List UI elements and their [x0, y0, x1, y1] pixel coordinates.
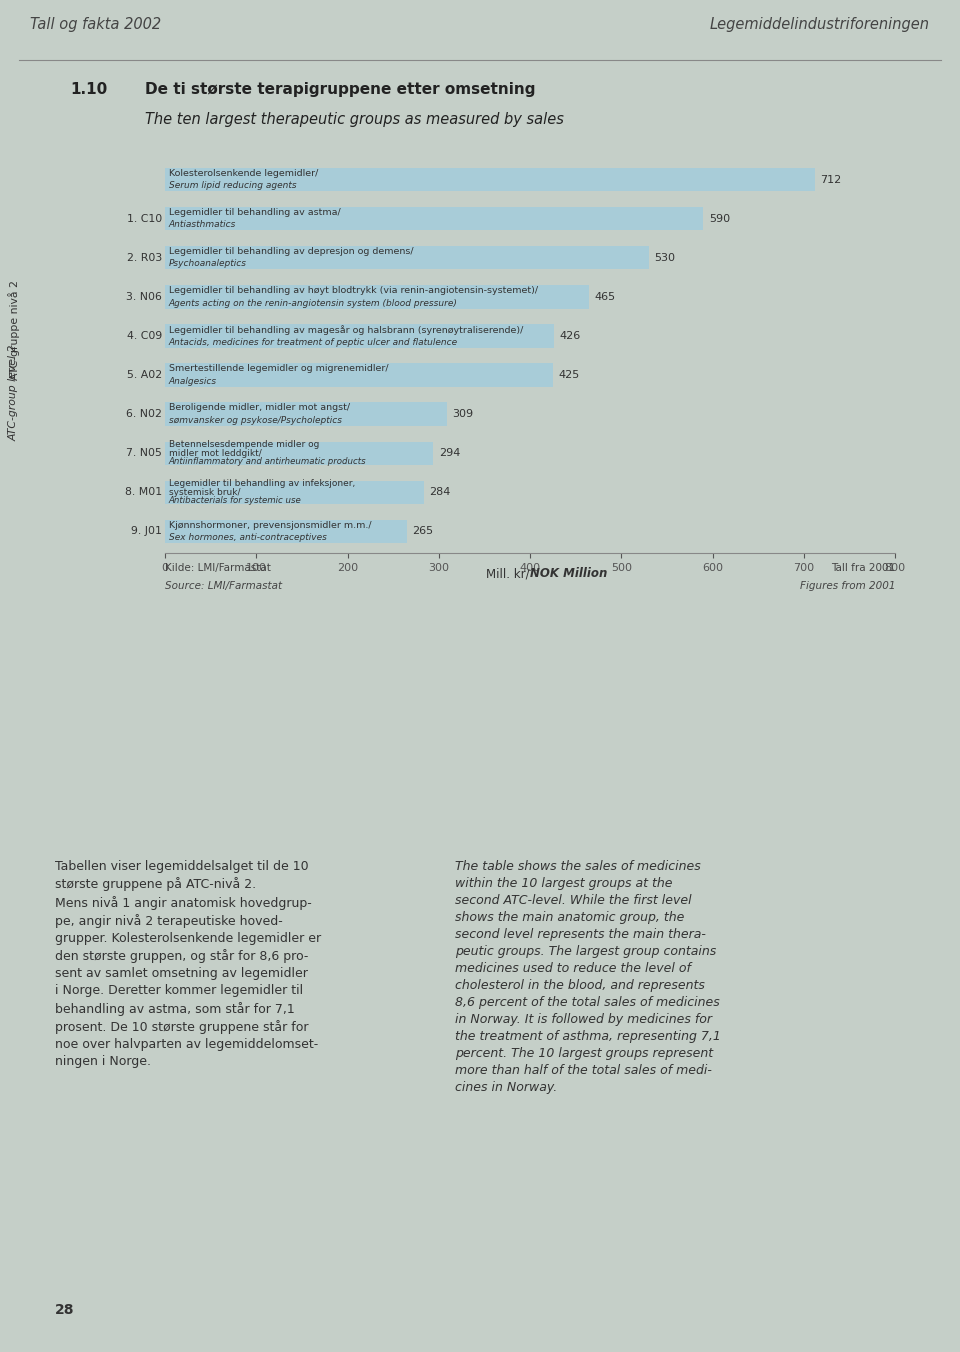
Text: Legemidler til behandling av infeksjoner,: Legemidler til behandling av infeksjoner…	[169, 479, 355, 488]
Text: Tabellen viser legemiddelsalget til de 10
største gruppene på ATC-nivå 2.
Mens n: Tabellen viser legemiddelsalget til de 1…	[55, 860, 322, 1068]
Text: 5. A02: 5. A02	[127, 370, 162, 380]
Text: 28: 28	[55, 1303, 75, 1317]
Text: Antacids, medicines for treatment of peptic ulcer and flatulence: Antacids, medicines for treatment of pep…	[169, 338, 458, 346]
Text: Serum lipid reducing agents: Serum lipid reducing agents	[169, 181, 297, 191]
Text: Kolesterolsenkende legemidler/: Kolesterolsenkende legemidler/	[169, 169, 318, 177]
Text: 465: 465	[595, 292, 616, 301]
Bar	[165, 519, 407, 544]
Text: Analgesics: Analgesics	[169, 377, 217, 385]
Text: Beroligende midler, midler mot angst/: Beroligende midler, midler mot angst/	[169, 403, 349, 412]
Text: 530: 530	[654, 253, 675, 262]
Text: 590: 590	[708, 214, 730, 223]
Text: Tall og fakta 2002: Tall og fakta 2002	[30, 16, 161, 31]
Text: 1. C10: 1. C10	[127, 214, 162, 223]
Text: Kilde: LMI/Farmastat: Kilde: LMI/Farmastat	[165, 562, 271, 573]
Text: systemisk bruk/: systemisk bruk/	[169, 488, 240, 498]
Text: 265: 265	[412, 526, 433, 537]
Text: 294: 294	[439, 449, 460, 458]
Bar	[165, 207, 704, 230]
Text: 6. N02: 6. N02	[126, 410, 162, 419]
Text: 4. C09: 4. C09	[127, 331, 162, 341]
Text: 309: 309	[452, 410, 473, 419]
Text: Kjønnshormoner, prevensjonsmidler m.m./: Kjønnshormoner, prevensjonsmidler m.m./	[169, 521, 372, 530]
Bar	[165, 481, 424, 504]
Text: Antiasthmatics: Antiasthmatics	[169, 220, 236, 230]
Text: Legemidler til behandling av depresjon og demens/: Legemidler til behandling av depresjon o…	[169, 247, 413, 256]
Text: 9. J01: 9. J01	[132, 526, 162, 537]
Text: Antiinflammatory and antirheumatic products: Antiinflammatory and antirheumatic produ…	[169, 457, 367, 466]
Text: Legemidler til behandling av høyt blodtrykk (via renin-angiotensin-systemet)/: Legemidler til behandling av høyt blodtr…	[169, 287, 538, 295]
Text: ATC-gruppe nivå 2: ATC-gruppe nivå 2	[8, 280, 20, 380]
Text: De ti største terapigruppene etter omsetning: De ti største terapigruppene etter omset…	[145, 82, 536, 97]
Text: midler mot leddgikt/: midler mot leddgikt/	[169, 449, 261, 458]
Text: Legemidler til behandling av magesår og halsbrann (syrenøytraliserende)/: Legemidler til behandling av magesår og …	[169, 324, 523, 335]
Text: 1.10: 1.10	[70, 82, 108, 97]
Text: Psychoanaleptics: Psychoanaleptics	[169, 260, 247, 269]
Bar	[165, 403, 447, 426]
Bar	[165, 168, 815, 191]
Text: Agents acting on the renin-angiotensin system (blood pressure): Agents acting on the renin-angiotensin s…	[169, 299, 458, 308]
Text: 8. M01: 8. M01	[125, 487, 162, 498]
Text: Legemiddelindustriforeningen: Legemiddelindustriforeningen	[710, 16, 930, 31]
Bar	[165, 324, 554, 347]
Text: sømvansker og psykose/Psycholeptics: sømvansker og psykose/Psycholeptics	[169, 416, 342, 425]
Text: Betennelsesdempende midler og: Betennelsesdempende midler og	[169, 441, 319, 449]
Text: The ten largest therapeutic groups as measured by sales: The ten largest therapeutic groups as me…	[145, 112, 564, 127]
Bar	[165, 246, 649, 269]
Text: 426: 426	[559, 331, 581, 341]
Text: Smertestillende legemidler og migrenemidler/: Smertestillende legemidler og migrenemid…	[169, 364, 388, 373]
Text: ATC-group level 2: ATC-group level 2	[9, 345, 19, 442]
Text: 2. R03: 2. R03	[127, 253, 162, 262]
Bar	[165, 364, 553, 387]
Bar	[165, 285, 589, 308]
Text: The table shows the sales of medicines
within the 10 largest groups at the
secon: The table shows the sales of medicines w…	[455, 860, 721, 1094]
Text: Mill. kr/: Mill. kr/	[487, 568, 530, 580]
Text: Tall fra 2001: Tall fra 2001	[830, 562, 895, 573]
Text: 3. N06: 3. N06	[126, 292, 162, 301]
Text: Figures from 2001: Figures from 2001	[800, 581, 895, 591]
Text: 7. N05: 7. N05	[126, 449, 162, 458]
Text: NOK Million: NOK Million	[530, 568, 608, 580]
Text: 425: 425	[559, 370, 580, 380]
Text: Antibacterials for systemic use: Antibacterials for systemic use	[169, 496, 301, 506]
Text: Sex hormones, anti-contraceptives: Sex hormones, anti-contraceptives	[169, 533, 326, 542]
Bar	[165, 442, 433, 465]
Text: Source: LMI/Farmastat: Source: LMI/Farmastat	[165, 581, 282, 591]
Text: Legemidler til behandling av astma/: Legemidler til behandling av astma/	[169, 208, 341, 216]
Text: 712: 712	[820, 174, 841, 184]
Text: 284: 284	[430, 487, 451, 498]
